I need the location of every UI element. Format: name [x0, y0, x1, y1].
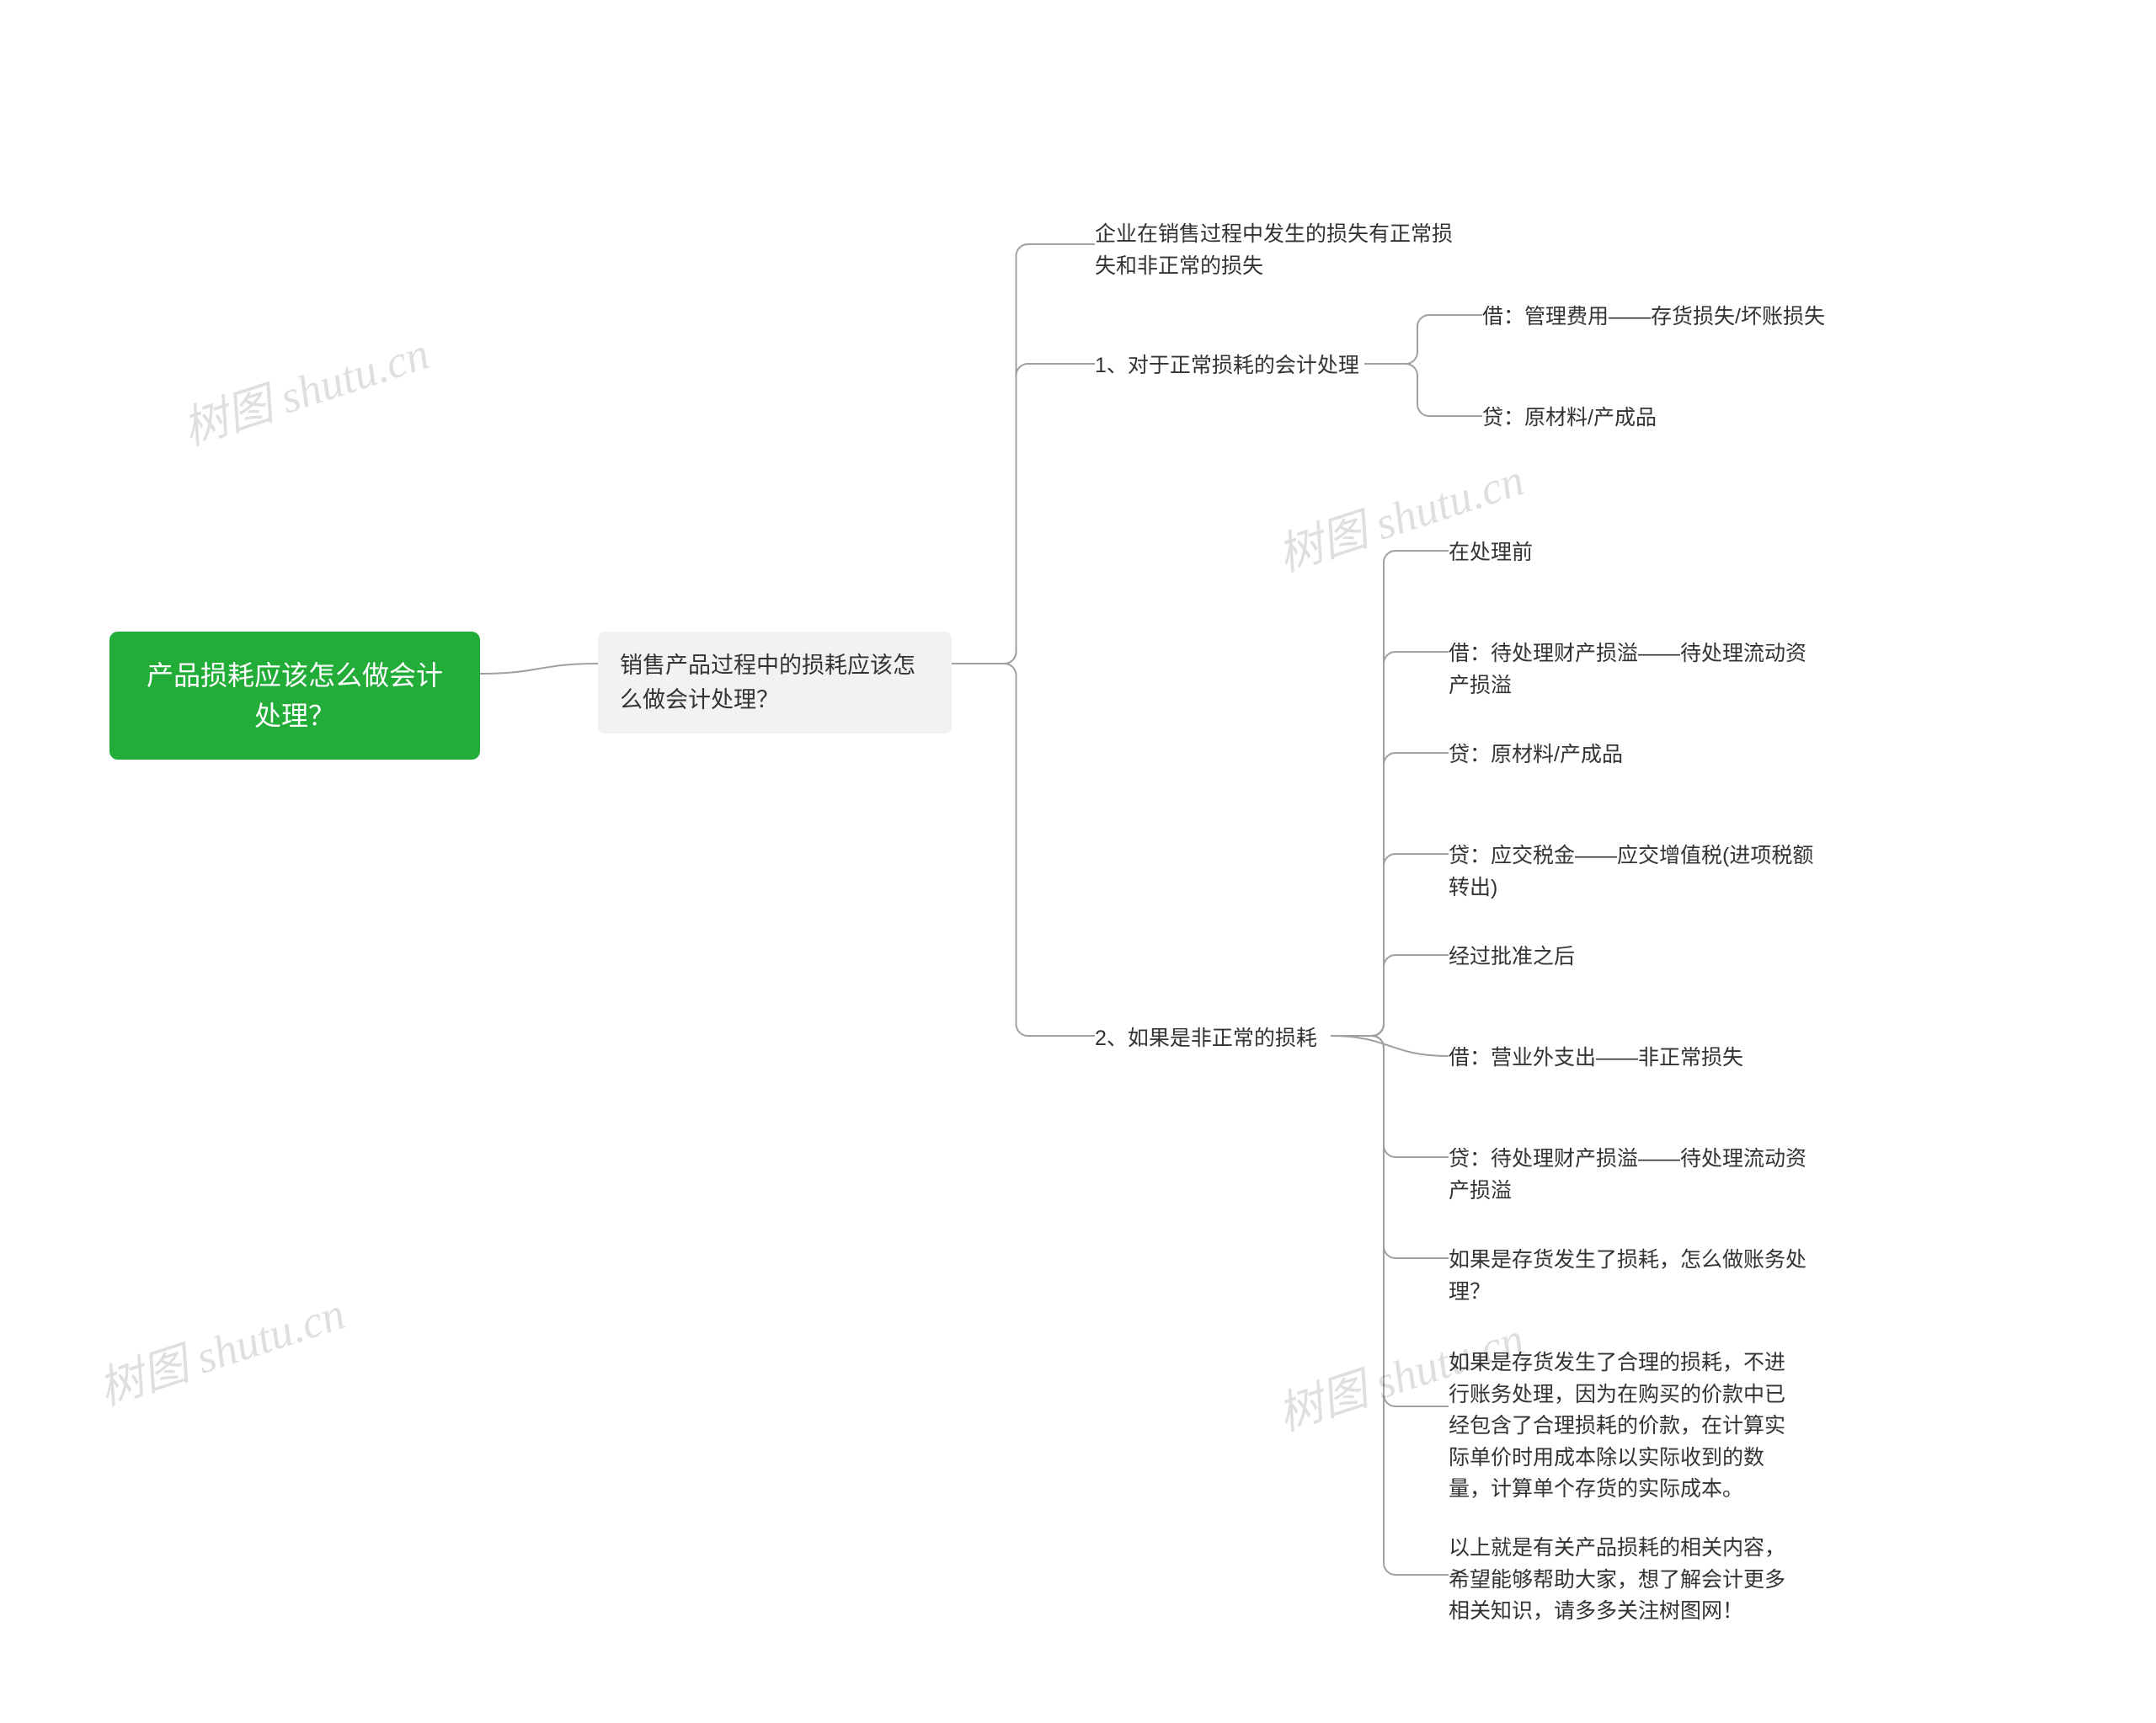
level2-node: 2、如果是非正常的损耗 — [1095, 1023, 1317, 1055]
level2-node: 企业在销售过程中发生的损失有正常损失和非正常的损失 — [1095, 219, 1457, 282]
watermark: 树图 shutu.cn — [88, 1276, 352, 1418]
leaf-node: 如果是存货发生了损耗，怎么做账务处理？ — [1449, 1245, 1811, 1308]
leaf-node: 贷：原材料/产成品 — [1482, 403, 1657, 435]
leaf-node: 借：管理费用——存货损失/坏账损失 — [1482, 301, 1825, 333]
leaf-node: 借：营业外支出——非正常损失 — [1449, 1043, 1743, 1075]
level2-node: 1、对于正常损耗的会计处理 — [1095, 350, 1359, 382]
leaf-node: 经过批准之后 — [1449, 942, 1575, 974]
watermark: 树图 shutu.cn — [173, 316, 436, 458]
leaf-node: 借：待处理财产损溢——待处理流动资产损溢 — [1449, 638, 1819, 701]
connector-layer — [0, 0, 2156, 1723]
level1-node: 销售产品过程中的损耗应该怎么做会计处理？ — [598, 632, 952, 733]
leaf-node: 如果是存货发生了合理的损耗，不进行账务处理，因为在购买的价款中已经包含了合理损耗… — [1449, 1347, 1802, 1506]
leaf-node: 贷：待处理财产损溢——待处理流动资产损溢 — [1449, 1144, 1819, 1207]
leaf-node: 在处理前 — [1449, 537, 1533, 569]
root-node: 产品损耗应该怎么做会计处理？ — [109, 632, 480, 760]
leaf-node: 贷：原材料/产成品 — [1449, 739, 1623, 771]
leaf-node: 以上就是有关产品损耗的相关内容，希望能够帮助大家，想了解会计更多相关知识，请多多… — [1449, 1533, 1802, 1628]
leaf-node: 贷：应交税金——应交增值税(进项税额转出) — [1449, 840, 1819, 904]
